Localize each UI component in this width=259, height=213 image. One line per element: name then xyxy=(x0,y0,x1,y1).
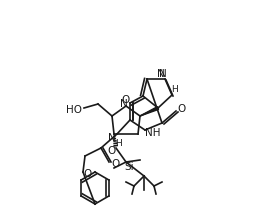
Text: H: H xyxy=(116,138,122,147)
Text: N: N xyxy=(108,133,116,143)
Text: N: N xyxy=(120,99,128,109)
Text: HO: HO xyxy=(66,105,82,115)
Text: NH: NH xyxy=(145,128,161,138)
Text: N: N xyxy=(157,69,165,79)
Text: O: O xyxy=(111,159,119,169)
Text: O: O xyxy=(178,104,186,114)
Text: H: H xyxy=(171,85,177,95)
Text: O: O xyxy=(122,95,130,105)
Text: O: O xyxy=(107,146,115,156)
Text: O: O xyxy=(84,169,92,179)
Polygon shape xyxy=(140,107,159,116)
Text: Si: Si xyxy=(124,162,134,172)
Text: N: N xyxy=(159,69,167,79)
